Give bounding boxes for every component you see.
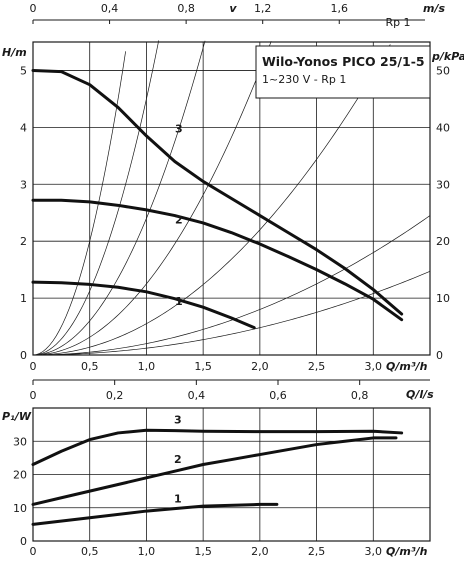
top-tick-label: 0,8 [177,2,195,15]
x-tick-label: 0,5 [81,545,99,558]
x-tick-label: 1,0 [138,360,156,373]
top-tick-label: 1,2 [254,2,272,15]
power-curve-1 [31,502,279,526]
y-tick-label: 2 [20,235,27,248]
x-tick-label: 1,5 [194,360,212,373]
head-curve-2 [31,198,404,322]
system-curves [32,40,431,356]
power-axis-label: P₁/W [2,410,32,423]
y-axis-label: H/m [2,46,27,59]
curve-label: 3 [175,123,183,136]
power-curve-3 [31,428,404,467]
x-axis-label: Q/m³/h [386,360,428,373]
y2-tick-label: 20 [436,235,450,248]
system-curve [32,51,126,356]
title-box [255,45,431,99]
y2-tick-label: 50 [436,64,450,77]
flow-ls-tick-label: 0,2 [106,389,124,402]
y-tick-label: 0 [20,535,27,548]
chart-subtitle: 1~230 V - Rp 1 [262,73,346,86]
y2-tick-label: 30 [436,178,450,191]
y2-axis-label: p/kPa [431,50,464,63]
y2-tick-label: 10 [436,292,450,305]
power-curve-2 [31,436,398,506]
y-tick-label: 4 [20,121,27,134]
flow-ls-tick-label: 0,4 [188,389,206,402]
x-tick-label: 0 [30,545,37,558]
flow-ls-axis-label: Q/l/s [406,388,434,401]
y-tick-label: 5 [20,64,27,77]
x-tick-label: 3,0 [365,360,383,373]
curve-label: 2 [174,453,182,466]
x-tick-label: 1,5 [194,545,212,558]
y-tick-label: 10 [13,502,27,515]
performance-curves [31,68,404,526]
y2-tick-label: 40 [436,121,450,134]
flow-ls-tick-label: 0,8 [351,389,369,402]
x-tick-label: 2,0 [251,545,269,558]
system-curve [32,271,431,356]
top-tick-label: 0 [30,2,37,15]
system-curve [32,44,391,356]
x-tick-label: 3,0 [365,545,383,558]
y-tick-label: 30 [13,435,27,448]
curve-label: 2 [175,214,183,227]
flow-ls-tick-label: 0,6 [269,389,287,402]
grid [33,42,430,541]
y2-tick-label: 0 [436,349,443,362]
y-tick-label: 20 [13,469,27,482]
plot-frame-upper [32,41,431,356]
x-tick-label: 2,0 [251,360,269,373]
x-tick-label: 1,0 [138,545,156,558]
system-curve [32,40,206,356]
x-tick-label: 2,5 [308,360,326,373]
head-curve-1 [31,280,256,330]
plot-frame-lower [32,407,431,542]
x-tick-label: 2,5 [308,545,326,558]
top-tick-label: 1,6 [331,2,349,15]
x-axis-label-lower: Q/m³/h [386,545,428,558]
plot-frames [32,19,431,542]
head-curve-3 [31,68,404,316]
system-curve [32,41,272,356]
top-axis-unit: m/s [423,2,445,15]
top-tick-label: 0,4 [101,2,119,15]
flow-ls-tick-label: 0 [30,389,37,402]
top-axis-label: v [229,2,237,15]
curve-label: 3 [174,413,182,426]
top-axis-note: Rp 1 [385,16,410,29]
y-tick-label: 3 [20,178,27,191]
curve-label: 1 [175,295,183,308]
system-curve [32,215,431,356]
x-tick-label: 0,5 [81,360,99,373]
system-curve [32,40,160,356]
y-tick-label: 1 [20,292,27,305]
curve-label: 1 [174,492,182,505]
y-tick-label: 0 [20,349,27,362]
chart-title: Wilo-Yonos PICO 25/1-5 [262,54,425,69]
x-tick-label: 0 [30,360,37,373]
